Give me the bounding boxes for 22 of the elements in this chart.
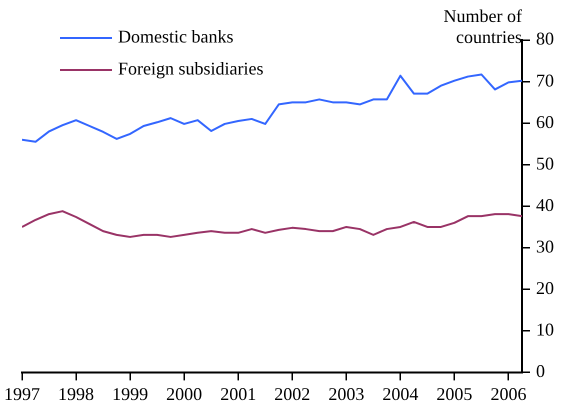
y-tick-label: 60 bbox=[536, 112, 554, 132]
legend-label: Domestic banks bbox=[118, 26, 234, 47]
x-tick-label: 2001 bbox=[220, 384, 256, 404]
legend-label: Foreign subsidiaries bbox=[118, 58, 264, 79]
x-tick-label: 1999 bbox=[112, 384, 148, 404]
x-tick-label: 2006 bbox=[490, 384, 526, 404]
x-tick-label: 2005 bbox=[436, 384, 472, 404]
x-tick-label: 2000 bbox=[166, 384, 202, 404]
y-tick-label: 30 bbox=[536, 236, 554, 256]
y-tick-label: 40 bbox=[536, 194, 554, 215]
x-tick-label: 2002 bbox=[274, 384, 310, 404]
x-tick-label: 1997 bbox=[4, 384, 40, 404]
y-tick-label: 50 bbox=[536, 153, 554, 174]
y-axis-title: Number of countries bbox=[442, 6, 522, 48]
y-tick-label: 80 bbox=[536, 28, 554, 49]
y-tick-label: 70 bbox=[536, 70, 554, 90]
x-tick-label: 1998 bbox=[58, 384, 94, 404]
y-tick-label: 0 bbox=[536, 361, 545, 382]
y-tick-label: 10 bbox=[536, 320, 554, 340]
x-tick-label: 2004 bbox=[382, 384, 418, 404]
y-tick-label: 20 bbox=[536, 278, 554, 298]
x-tick-label: 2003 bbox=[328, 384, 364, 404]
